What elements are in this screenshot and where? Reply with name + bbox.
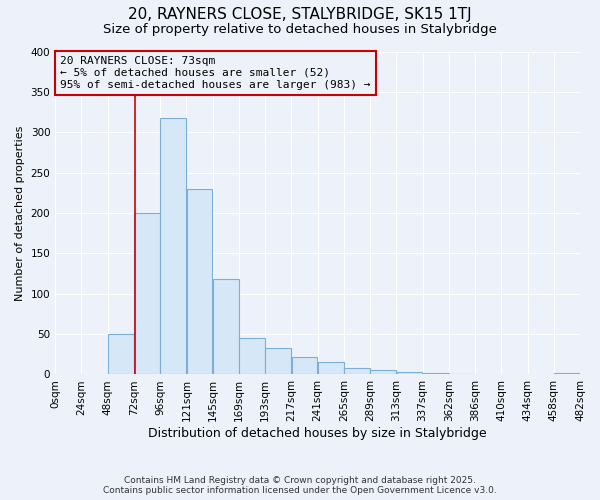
Bar <box>370 370 396 374</box>
Bar <box>187 189 212 374</box>
Bar <box>554 373 580 374</box>
Bar <box>108 334 134 374</box>
Bar <box>265 348 291 374</box>
Bar <box>318 362 344 374</box>
Text: Size of property relative to detached houses in Stalybridge: Size of property relative to detached ho… <box>103 22 497 36</box>
Bar <box>292 356 317 374</box>
Text: Contains HM Land Registry data © Crown copyright and database right 2025.
Contai: Contains HM Land Registry data © Crown c… <box>103 476 497 495</box>
Bar <box>213 279 239 374</box>
Bar <box>397 372 422 374</box>
Y-axis label: Number of detached properties: Number of detached properties <box>15 126 25 300</box>
Text: 20 RAYNERS CLOSE: 73sqm
← 5% of detached houses are smaller (52)
95% of semi-det: 20 RAYNERS CLOSE: 73sqm ← 5% of detached… <box>61 56 371 90</box>
Bar <box>239 338 265 374</box>
Bar <box>134 213 160 374</box>
Bar <box>344 368 370 374</box>
Bar <box>423 373 449 374</box>
Text: 20, RAYNERS CLOSE, STALYBRIDGE, SK15 1TJ: 20, RAYNERS CLOSE, STALYBRIDGE, SK15 1TJ <box>128 8 472 22</box>
Bar <box>160 118 186 374</box>
X-axis label: Distribution of detached houses by size in Stalybridge: Distribution of detached houses by size … <box>148 427 487 440</box>
